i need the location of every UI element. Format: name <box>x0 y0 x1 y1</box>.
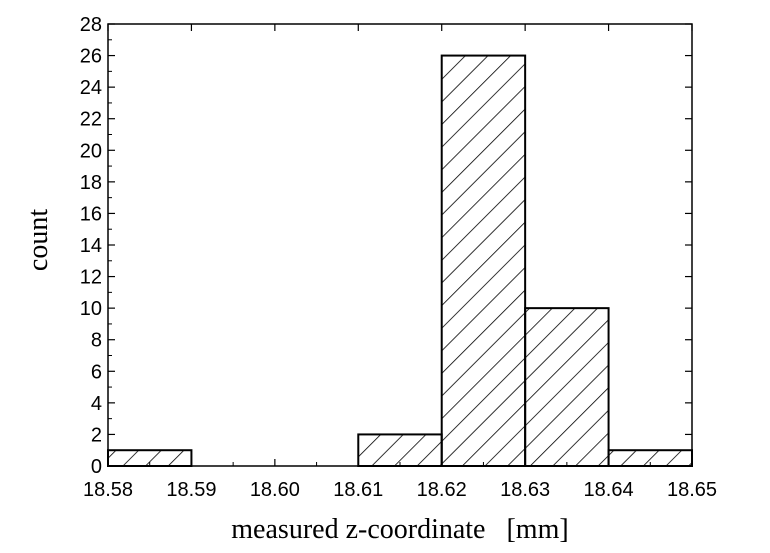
x-tick-label-1: 18.59 <box>166 479 216 501</box>
y-tick-label-13: 26 <box>80 46 102 68</box>
y-tick-label-1: 2 <box>91 424 102 446</box>
bars-group <box>107 54 693 468</box>
x-tick-label-5: 18.63 <box>500 479 550 501</box>
y-tick-label-2: 4 <box>91 393 102 415</box>
y-tick-label-4: 8 <box>91 330 102 352</box>
x-tick-label-2: 18.60 <box>250 479 300 501</box>
bar-3 <box>357 433 443 467</box>
y-tick-label-11: 22 <box>80 109 102 131</box>
y-tick-label-12: 24 <box>80 77 102 99</box>
x-tick-label-4: 18.62 <box>417 479 467 501</box>
y-tick-label-6: 12 <box>80 267 102 289</box>
x-tick-label-7: 18.65 <box>667 479 717 501</box>
bar-4 <box>440 54 527 467</box>
y-tick-label-9: 18 <box>80 172 102 194</box>
x-axis-title: measured z-coordinate [mm] <box>231 514 568 545</box>
x-tick-label-6: 18.64 <box>584 479 634 501</box>
y-tick-label-7: 14 <box>80 235 102 257</box>
y-axis-title: count <box>23 209 54 271</box>
bar-5 <box>524 307 610 467</box>
y-tick-label-5: 10 <box>80 298 102 320</box>
x-tick-label-0: 18.58 <box>83 479 133 501</box>
y-tick-label-14: 28 <box>80 14 102 36</box>
y-tick-label-0: 0 <box>91 456 102 478</box>
x-tick-label-3: 18.61 <box>333 479 383 501</box>
y-tick-label-3: 6 <box>91 361 102 383</box>
y-tick-label-10: 20 <box>80 140 102 162</box>
y-tick-label-8: 16 <box>80 203 102 225</box>
